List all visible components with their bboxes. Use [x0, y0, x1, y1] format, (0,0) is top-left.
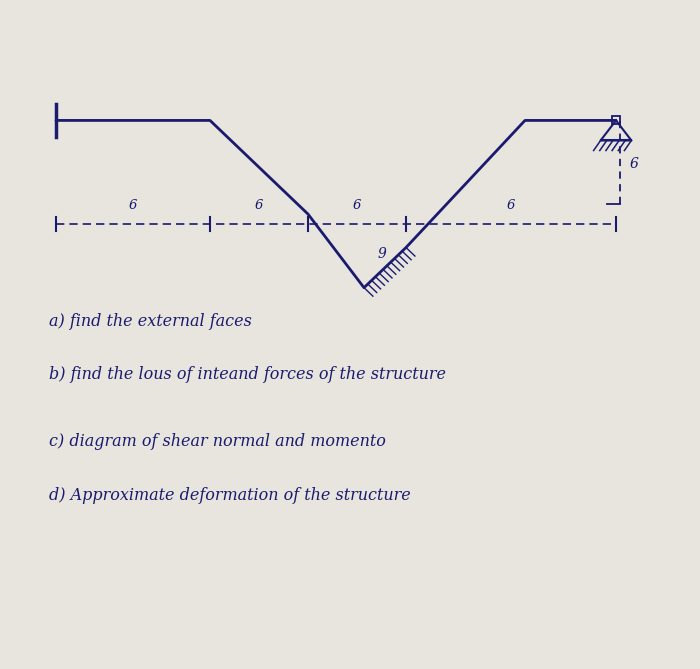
Text: a) find the external faces: a) find the external faces [49, 312, 252, 330]
Text: d) Approximate deformation of the structure: d) Approximate deformation of the struct… [49, 486, 411, 504]
Text: b) find the lous of inteand forces of the structure: b) find the lous of inteand forces of th… [49, 366, 446, 383]
Text: 6: 6 [353, 199, 361, 212]
Text: 6: 6 [630, 157, 639, 171]
Text: 6: 6 [255, 199, 263, 212]
Bar [612, 116, 620, 124]
Text: 6: 6 [129, 199, 137, 212]
Text: c) diagram of shear normal and momento: c) diagram of shear normal and momento [49, 433, 386, 450]
Text: 6: 6 [507, 199, 515, 212]
Text: 9: 9 [377, 247, 386, 260]
